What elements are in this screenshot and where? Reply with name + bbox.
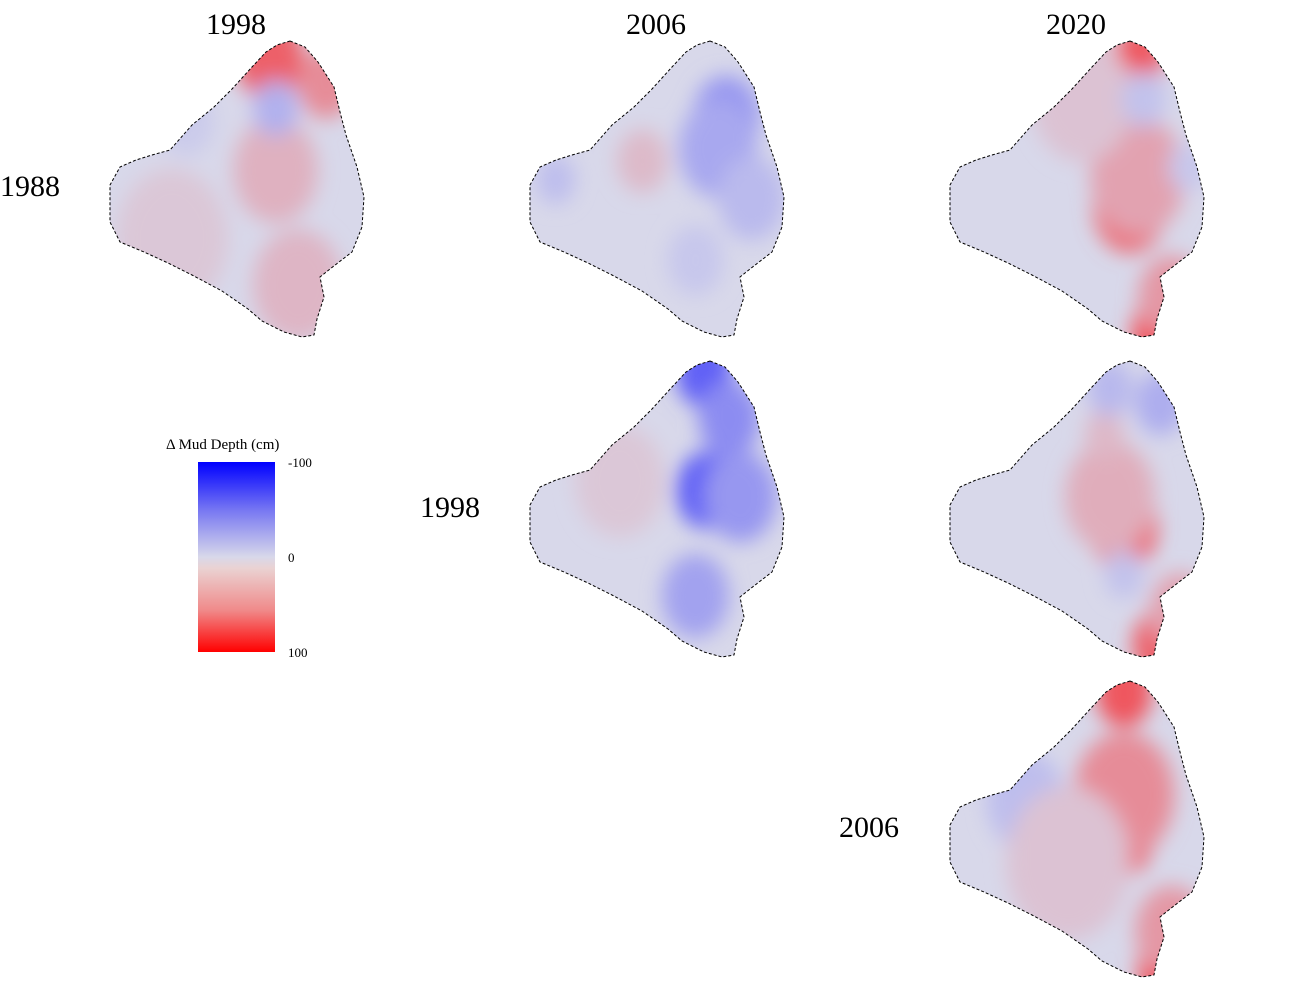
map-panel-2006-2020 (949, 680, 1205, 978)
map-field (950, 41, 1204, 337)
map-panel-1988-2006 (529, 40, 785, 338)
lake-outline (529, 360, 785, 658)
legend-colorbar (198, 462, 275, 652)
column-label-1998: 1998 (206, 8, 266, 41)
mud-depth-blob (575, 425, 665, 537)
lake-outline (949, 680, 1205, 978)
mud-depth-blob (1031, 41, 1133, 162)
lake-outline (109, 40, 365, 338)
mud-depth-blob (1149, 572, 1204, 650)
column-label-2006: 2006 (626, 8, 686, 41)
mud-depth-blob (698, 380, 760, 458)
mud-depth-blob (1096, 681, 1152, 728)
column-label-2020: 2020 (1046, 8, 1106, 41)
mud-depth-blob (1084, 410, 1124, 459)
mud-depth-blob (667, 225, 724, 296)
mud-depth-blob (1006, 786, 1130, 940)
mud-depth-blob (718, 156, 784, 241)
mud-depth-blob (1087, 361, 1133, 416)
row-label-2006: 2006 (839, 811, 899, 844)
mud-depth-blob (158, 85, 214, 156)
mud-depth-blob (1135, 885, 1204, 977)
mud-depth-blob (1065, 440, 1155, 553)
legend-tick-max: 100 (288, 645, 308, 660)
mud-depth-blob (662, 553, 730, 638)
mud-depth-blob (253, 229, 343, 337)
map-field (950, 361, 1204, 657)
map-field (530, 361, 784, 657)
map-panel-1998-2020 (949, 360, 1205, 658)
legend-tick-zero: 0 (288, 550, 295, 565)
mud-depth-blob (233, 117, 318, 223)
mud-depth-blob (617, 129, 668, 193)
mud-depth-blob (236, 41, 304, 101)
mud-depth-blob (1135, 372, 1186, 435)
lake-outline (529, 40, 785, 338)
mud-depth-blob (253, 80, 298, 137)
map-field (950, 681, 1204, 977)
mud-depth-blob (1168, 142, 1204, 192)
mud-depth-blob (116, 168, 228, 309)
legend-tick-min: -100 (288, 455, 312, 470)
mud-depth-blob (536, 155, 576, 205)
row-label-1998: 1998 (420, 491, 480, 524)
lake-outline (949, 40, 1205, 338)
lake-outline (949, 360, 1205, 658)
mud-depth-blob (1104, 549, 1144, 599)
row-label-1988: 1988 (0, 170, 60, 203)
legend-title: Δ Mud Depth (cm) (166, 437, 280, 453)
map-panel-1988-1998 (109, 40, 365, 338)
map-panel-1988-2020 (949, 40, 1205, 338)
map-field (110, 41, 364, 337)
mud-depth-blob (704, 451, 777, 542)
mud-depth-blob (298, 48, 354, 119)
map-field (530, 41, 784, 337)
map-panel-1998-2006 (529, 360, 785, 658)
mud-depth-blob (1121, 71, 1166, 127)
